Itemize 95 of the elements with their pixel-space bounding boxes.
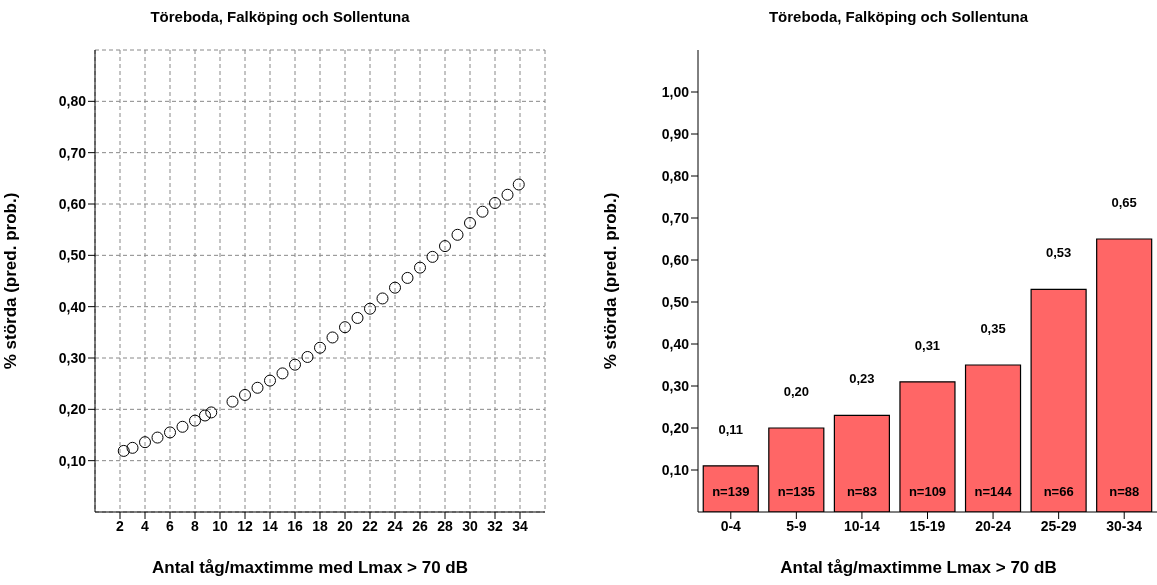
- x-tick-label: 20-24: [975, 517, 1012, 534]
- y-tick-label: 0,90: [661, 125, 690, 142]
- point: [151, 431, 164, 444]
- data-label: 0,65: [1111, 195, 1137, 210]
- point: [439, 240, 451, 253]
- point: [289, 358, 301, 371]
- y-tick-label: 0,20: [661, 419, 690, 436]
- point: [199, 409, 211, 422]
- x-tick-label: 22: [362, 517, 378, 534]
- point: [126, 441, 139, 454]
- chart-title: Töreboda, Falköping och Sollentuna: [767, 8, 1030, 25]
- x-tick-label: 14: [262, 517, 278, 534]
- point: [512, 178, 525, 191]
- point: [239, 388, 251, 401]
- y-tick-label: 0,10: [58, 452, 87, 469]
- point: [376, 292, 389, 305]
- point: [189, 414, 201, 427]
- annotation: n=135: [777, 483, 815, 499]
- x-tick-label: 24: [387, 517, 403, 534]
- annotation: n=139: [712, 483, 750, 499]
- x-tick-label: 18: [312, 517, 328, 534]
- point: [489, 196, 501, 209]
- point: [164, 426, 176, 439]
- x-tick-label: 30-34: [1106, 517, 1143, 534]
- x-tick-label: 4: [141, 517, 150, 534]
- x-tick-label: 30: [462, 517, 478, 534]
- y-tick-label: 0,60: [58, 195, 87, 212]
- point: [476, 205, 489, 218]
- point: [401, 271, 414, 284]
- x-tick-label: 10: [212, 517, 228, 534]
- point: [176, 420, 189, 433]
- chart-title: Töreboda, Falköping och Sollentuna: [149, 8, 411, 25]
- point: [276, 367, 289, 380]
- x-tick-label: 20: [337, 517, 353, 534]
- x-tick-label: 26: [412, 517, 428, 534]
- y-tick-label: 0,10: [661, 461, 690, 478]
- point: [339, 321, 351, 334]
- x-tick-label: 34: [512, 517, 528, 534]
- point: [251, 381, 264, 394]
- x-axis-title: Antal tåg/maxtimme med Lmax > 70 dB: [151, 558, 469, 578]
- y-tick-label: 0,50: [58, 247, 87, 264]
- y-tick-label: 0,40: [661, 335, 690, 352]
- y-tick-label: 0,30: [661, 377, 690, 394]
- point: [364, 302, 376, 315]
- data-label: 0,11: [718, 421, 744, 437]
- x-axis-title: Antal tåg/maxtimme Lmax > 70 dB: [779, 558, 1058, 578]
- x-tick-label: 10-14: [844, 517, 881, 534]
- x-tick-label: 28: [437, 517, 453, 534]
- point: [451, 228, 464, 241]
- point: [326, 331, 339, 344]
- point: [351, 311, 364, 324]
- data-label: 0,20: [783, 384, 809, 399]
- x-tick-label: 15-19: [909, 517, 946, 534]
- y-tick-label: 0,80: [58, 93, 87, 110]
- point: [264, 374, 276, 387]
- y-tick-label: 0,20: [58, 401, 87, 418]
- y-tick-label: 0,50: [661, 293, 690, 310]
- y-axis-title: % störda (pred. prob.): [1, 192, 21, 370]
- annotation: n=83: [846, 483, 877, 499]
- point: [205, 406, 218, 419]
- data-label: 0,53: [1045, 245, 1072, 261]
- x-tick-label: 0-4: [720, 517, 742, 534]
- y-tick-label: 0,80: [661, 167, 690, 184]
- point: [464, 216, 476, 229]
- data-label: 0,23: [849, 371, 875, 387]
- point: [426, 250, 439, 263]
- data-label: 0,31: [914, 337, 941, 353]
- x-tick-label: 6: [166, 517, 175, 534]
- point: [389, 281, 401, 294]
- y-tick-label: 0,60: [661, 251, 690, 268]
- point: [501, 188, 514, 201]
- point: [414, 261, 426, 274]
- x-tick-label: 32: [487, 517, 503, 534]
- point: [301, 350, 314, 363]
- x-tick-label: 16: [287, 517, 303, 534]
- point: [139, 436, 151, 449]
- point: [226, 395, 239, 408]
- annotation: n=109: [908, 483, 947, 499]
- y-tick-label: 0,70: [58, 144, 87, 161]
- y-tick-label: 0,40: [58, 298, 87, 315]
- point: [314, 341, 326, 354]
- point: [117, 444, 130, 457]
- data-label: 0,35: [980, 321, 1006, 336]
- y-tick-label: 0,30: [58, 349, 87, 366]
- x-tick-label: 5-9: [786, 517, 807, 534]
- x-tick-label: 12: [237, 517, 253, 534]
- annotation: n=66: [1043, 483, 1074, 499]
- annotation: n=88: [1109, 483, 1140, 499]
- annotation: n=144: [974, 483, 1013, 499]
- y-tick-label: 0,70: [661, 209, 690, 226]
- x-tick-label: 8: [191, 517, 200, 534]
- x-tick-label: 25-29: [1040, 517, 1077, 534]
- y-axis-title: % störda (pred. prob.): [601, 192, 621, 370]
- x-tick-label: 2: [116, 517, 125, 534]
- y-tick-label: 1,00: [661, 83, 690, 100]
